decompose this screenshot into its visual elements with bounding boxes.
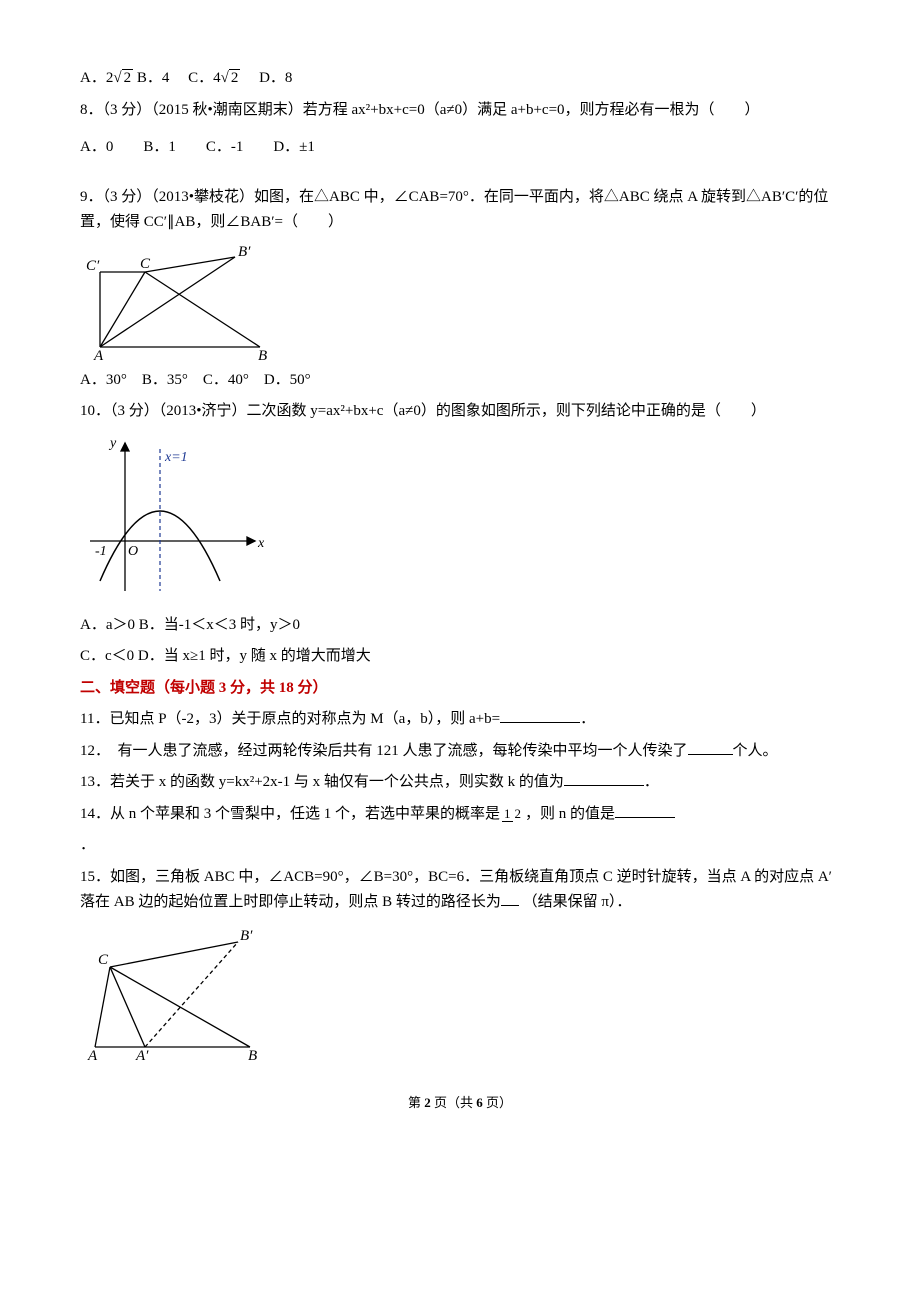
q15-label-Ap: A′ [135, 1048, 149, 1062]
q11: 11．已知点 P（-2，3）关于原点的对称点为 M（a，b），则 a+b=． [80, 707, 840, 733]
q15: 15．如图，三角板 ABC 中，∠ACB=90°，∠B=30°，BC=6．三角板… [80, 865, 840, 916]
q7-optA-sqrt: 2 [113, 66, 133, 92]
q15-figure: A B C A′ B′ [80, 922, 840, 1062]
q10-optC: C．c＜0 [80, 648, 134, 664]
q14-tail: ． [80, 833, 840, 859]
q7-optD: D．8 [259, 70, 292, 86]
q9-label-Bp: B′ [238, 244, 251, 260]
q10-label-m1: -1 [95, 544, 107, 559]
q15-blank[interactable] [501, 890, 519, 906]
q7-optB: B．4 [133, 70, 169, 86]
q15-label-Bp: B′ [240, 928, 253, 944]
q10-optsAB: A．a＞0 B．当-1＜x＜3 时，y＞0 [80, 613, 840, 639]
q7-optA-prefix: A．2 [80, 70, 113, 86]
q15-label-C: C [98, 952, 109, 968]
q9-options: A．30° B．35° C．40° D．50° [80, 368, 840, 394]
q10-label-x: x [257, 536, 265, 551]
q15-label-A: A [87, 1048, 98, 1062]
q10-optA: A．a＞0 [80, 617, 135, 633]
q12: 12． 有一人患了流感，经过两轮传染后共有 121 人患了流感，每轮传染中平均一… [80, 739, 840, 765]
q10-figure: y x O -1 x=1 [80, 431, 840, 601]
q10-optsCD: C．c＜0 D．当 x≥1 时，y 随 x 的增大而增大 [80, 644, 840, 670]
q7-options: A．22 B．4 C．42 D．8 [80, 66, 840, 92]
q9-label-A: A [93, 348, 104, 362]
q10-label-axis: x=1 [164, 450, 188, 465]
q14: 14．从 n 个苹果和 3 个雪梨中，任选 1 个，若选中苹果的概率是12，则 … [80, 802, 840, 828]
q10-label-y: y [108, 436, 117, 451]
q10-optD: D．当 x≥1 时，y 随 x 的增大而增大 [134, 648, 371, 664]
q15-label-B: B [248, 1048, 257, 1062]
q11-blank[interactable] [500, 707, 580, 723]
q14-frac: 12 [502, 807, 523, 821]
q8-stem: 8．（3 分）（2015 秋•潮南区期末）若方程 ax²+bx+c=0（a≠0）… [80, 98, 840, 124]
page-footer: 第 2 页（共 6 页） [80, 1092, 840, 1114]
q10-optB: B．当-1＜x＜3 时，y＞0 [135, 617, 300, 633]
q9-label-B: B [258, 348, 267, 362]
q10-label-O: O [128, 544, 138, 559]
q9-label-C: C [140, 256, 151, 272]
q9-stem: 9．（3 分）（2013•攀枝花）如图，在△ABC 中，∠CAB=70°．在同一… [80, 185, 840, 236]
q9-figure: A B C C′ B′ [80, 242, 840, 362]
q14-blank[interactable] [615, 802, 675, 818]
q10-stem: 10．（3 分）（2013•济宁）二次函数 y=ax²+bx+c（a≠0）的图象… [80, 399, 840, 425]
q9-label-Cp: C′ [86, 258, 100, 274]
q13: 13．若关于 x 的函数 y=kx²+2x-1 与 x 轴仅有一个公共点，则实数… [80, 770, 840, 796]
q7-optC-prefix: C．4 [188, 70, 221, 86]
q13-blank[interactable] [564, 770, 644, 786]
q8-options: A．0 B．1 C．-1 D．±1 [80, 135, 840, 161]
q7-optC-sqrt: 2 [221, 66, 241, 92]
section2-title: 二、填空题（每小题 3 分，共 18 分） [80, 676, 840, 702]
q12-blank[interactable] [688, 739, 733, 755]
